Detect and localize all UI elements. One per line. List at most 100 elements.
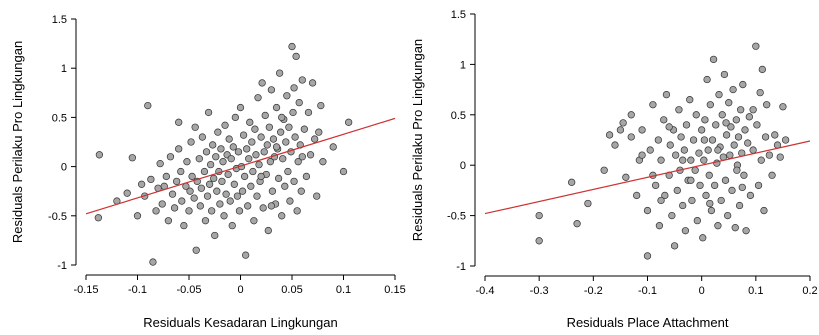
data-point	[739, 80, 747, 89]
y-tick-label: -0.5	[447, 211, 466, 223]
data-point	[715, 90, 723, 99]
data-point	[643, 252, 652, 260]
data-point	[720, 70, 729, 79]
data-point	[779, 103, 787, 111]
data-point	[149, 258, 157, 266]
data-point	[278, 212, 286, 220]
y-tick-label: 1	[460, 59, 466, 71]
data-point	[345, 118, 353, 126]
data-point	[646, 146, 654, 154]
data-point	[221, 121, 229, 129]
data-point	[313, 192, 321, 200]
data-point	[170, 204, 179, 212]
y-axis-title: Residuals Perilaku Pro Lingkungan	[10, 41, 25, 243]
data-point	[152, 207, 160, 215]
data-point	[727, 123, 735, 131]
data-point	[701, 116, 709, 124]
data-point	[224, 170, 232, 179]
data-point	[315, 128, 323, 136]
data-point	[290, 84, 298, 92]
data-point	[660, 116, 668, 124]
data-point	[679, 201, 687, 210]
data-point	[272, 103, 281, 112]
data-point	[781, 136, 790, 144]
data-point	[196, 202, 204, 210]
data-point	[123, 189, 131, 197]
data-point	[722, 131, 731, 139]
data-point	[258, 79, 266, 87]
x-tick-label: 0.1	[336, 284, 351, 296]
data-point	[754, 181, 763, 190]
data-point	[729, 85, 737, 94]
data-point	[264, 226, 272, 235]
data-point	[692, 111, 700, 119]
y-tick-label: -1	[456, 261, 466, 273]
data-point	[698, 126, 706, 134]
y-tick-label: 1.5	[451, 9, 466, 21]
data-point	[291, 133, 299, 141]
data-point	[746, 191, 755, 200]
data-point	[94, 214, 103, 222]
data-point	[657, 196, 665, 205]
data-point	[744, 139, 752, 147]
data-point	[706, 199, 714, 208]
data-point	[220, 212, 228, 220]
data-point	[742, 227, 750, 235]
data-point	[211, 231, 219, 240]
x-tick-label: -0.1	[638, 285, 657, 297]
data-point	[288, 42, 296, 51]
data-point	[681, 227, 690, 235]
data-point	[274, 174, 283, 183]
data-point	[178, 197, 186, 205]
data-point	[249, 167, 257, 176]
y-tick-label: 0	[61, 162, 67, 174]
data-point	[250, 217, 258, 225]
data-point	[253, 192, 261, 200]
data-point	[275, 69, 284, 77]
data-point	[292, 52, 300, 61]
data-point	[216, 200, 224, 208]
data-point	[272, 143, 281, 151]
data-point	[298, 76, 306, 84]
data-point	[761, 133, 770, 141]
data-point	[268, 187, 277, 195]
data-point	[269, 135, 278, 143]
data-point	[666, 141, 674, 149]
data-point	[279, 155, 287, 163]
data-point	[168, 190, 177, 198]
data-point	[749, 146, 757, 154]
data-point	[188, 172, 196, 181]
data-point	[718, 111, 726, 119]
data-point	[535, 211, 543, 220]
data-point	[638, 126, 646, 134]
data-point	[700, 156, 708, 164]
data-point	[295, 98, 303, 107]
data-point	[187, 138, 195, 146]
data-point	[231, 113, 240, 122]
data-point	[162, 172, 170, 181]
data-point	[277, 128, 285, 136]
data-point	[219, 158, 227, 166]
data-point	[726, 151, 734, 159]
data-point	[638, 151, 646, 159]
data-point	[175, 145, 183, 153]
data-point	[734, 133, 743, 141]
data-point	[643, 206, 652, 215]
data-point	[649, 101, 657, 109]
data-point	[265, 123, 273, 131]
data-point	[306, 151, 315, 159]
data-point	[687, 176, 695, 184]
data-point	[627, 111, 635, 119]
data-point	[300, 125, 309, 133]
data-point	[230, 180, 238, 188]
data-point	[267, 86, 276, 94]
x-tick-label: 0.1	[748, 285, 763, 297]
data-point	[214, 128, 222, 136]
data-point	[217, 145, 225, 153]
data-point	[243, 145, 251, 153]
data-point	[712, 121, 720, 129]
y-axis-title: Residuals Perilaku Pro Lingkungan	[410, 39, 425, 241]
data-point	[290, 177, 298, 186]
data-point	[164, 217, 173, 225]
